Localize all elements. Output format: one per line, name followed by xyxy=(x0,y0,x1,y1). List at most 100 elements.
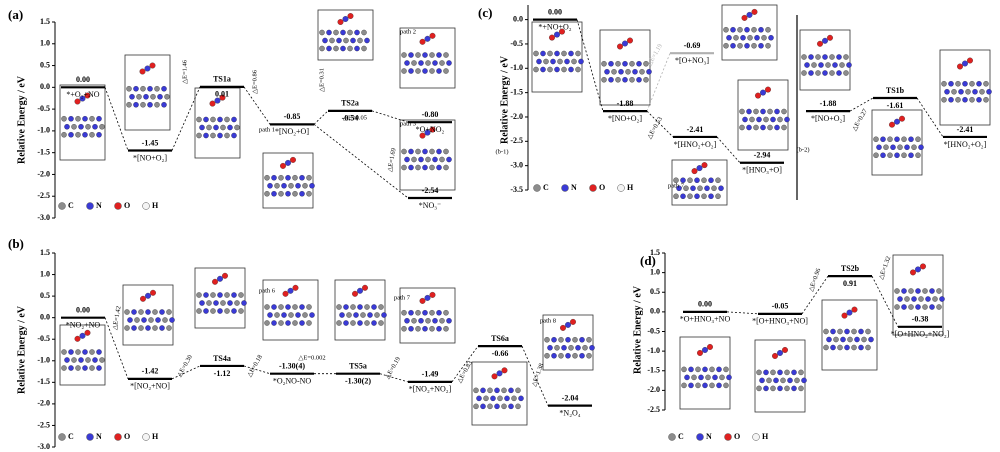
structure-atom xyxy=(715,193,721,199)
level-value: -2.54 xyxy=(422,186,439,195)
structure-atom xyxy=(285,304,291,310)
structure-atom xyxy=(378,304,384,310)
structure-atom xyxy=(791,369,797,376)
structure-atom xyxy=(986,89,992,95)
structure-atom xyxy=(429,325,435,332)
structure-atom xyxy=(758,43,764,49)
y-tick-label: -1.5 xyxy=(37,147,50,156)
level-name: TS2b xyxy=(841,264,860,273)
structure-atom xyxy=(965,89,971,95)
structure-atom xyxy=(615,61,621,67)
structure-atom xyxy=(501,367,508,374)
structure-atom xyxy=(767,124,773,131)
structure-atom xyxy=(497,395,503,402)
structure-atom xyxy=(894,118,900,125)
structure-atom xyxy=(224,132,230,139)
structure-atom xyxy=(446,317,452,324)
structure-atom xyxy=(568,344,574,351)
structure-atom xyxy=(763,369,769,376)
level-value: -0.69 xyxy=(684,41,701,50)
level-value: -1.42 xyxy=(142,367,159,376)
structure-atom xyxy=(220,300,226,306)
structure-atom xyxy=(749,116,755,123)
structure-atom xyxy=(575,66,581,73)
structure-atom xyxy=(140,86,146,92)
legend-swatch xyxy=(86,433,94,441)
structure-atom xyxy=(212,278,218,285)
structure-atom xyxy=(944,89,950,95)
structure-atom xyxy=(140,295,146,302)
structure-atom xyxy=(969,97,975,103)
structure-atom xyxy=(579,352,585,359)
structure-atom xyxy=(922,288,928,294)
y-tick-label: -1.5 xyxy=(37,377,50,386)
level-name: *O+NO₂ xyxy=(416,125,445,134)
structure-atom xyxy=(219,94,226,101)
structure-atom xyxy=(622,77,628,83)
y-tick-label: -3.0 xyxy=(37,442,50,451)
structure-atom xyxy=(979,89,985,95)
structure-atom xyxy=(639,69,645,75)
structure-atom xyxy=(401,309,407,316)
structure-atom xyxy=(544,352,550,359)
structure-atom xyxy=(508,387,514,394)
structure-atom xyxy=(144,65,151,72)
structure-atom xyxy=(547,50,553,57)
structure-atom xyxy=(883,144,889,150)
structure-atom xyxy=(533,50,539,57)
y-tick-label: 1.0 xyxy=(40,269,50,278)
structure-atom xyxy=(751,26,757,33)
structure-atom xyxy=(129,94,135,100)
structure-atom xyxy=(766,377,772,384)
level-name: *[NO₂+NO] xyxy=(130,382,170,391)
level-name: *[HNO₂+O₂] xyxy=(944,140,987,149)
structure-atom xyxy=(199,124,205,131)
structure-atom xyxy=(429,164,435,171)
structure-atom xyxy=(673,177,679,183)
level-value: -2.41 xyxy=(957,125,974,134)
structure-atom xyxy=(704,185,710,191)
structure-frame xyxy=(262,279,319,341)
structure-atom xyxy=(861,336,867,343)
structure-atom xyxy=(701,177,707,183)
level-name: TS1a xyxy=(213,75,231,84)
structure-atom xyxy=(85,357,91,363)
structure-atom xyxy=(419,38,426,45)
structure-atom xyxy=(306,320,312,326)
structure-atom xyxy=(371,304,377,310)
structure-atom xyxy=(543,58,549,65)
structure-atom xyxy=(429,52,435,58)
structure-atom xyxy=(147,102,153,108)
structure-atom xyxy=(295,312,301,318)
structure-atom xyxy=(868,336,874,343)
y-tick-label: -1.0 xyxy=(37,126,50,135)
structure-atom xyxy=(643,61,649,67)
structure-atom xyxy=(295,182,301,189)
structure-atom xyxy=(401,325,407,332)
structure-atom xyxy=(784,116,790,123)
structure-atom xyxy=(695,366,701,373)
structure-atom xyxy=(501,387,507,394)
structure-atom xyxy=(716,366,722,373)
structure-atom xyxy=(680,177,686,183)
structure-atom xyxy=(830,328,836,335)
structure-atom xyxy=(540,66,546,73)
structure-atom xyxy=(224,292,230,298)
structure-atom xyxy=(760,124,766,131)
level-name: *[NO+O₂] xyxy=(811,114,845,123)
structure-atom xyxy=(124,325,130,331)
structure-atom xyxy=(773,377,779,384)
structure-atom xyxy=(164,94,170,100)
structure-atom xyxy=(210,132,216,139)
y-tick-label: -1.0 xyxy=(37,356,50,365)
annotation: △E=0.05 xyxy=(343,114,367,121)
structure-atom xyxy=(901,288,907,294)
structure-atom xyxy=(309,182,315,189)
structure-atom xyxy=(408,164,414,171)
structure-atom xyxy=(285,190,291,197)
structure-atom xyxy=(139,68,146,75)
structure-atom xyxy=(364,320,370,326)
structure-atom xyxy=(887,136,893,142)
structure-atom xyxy=(808,54,814,60)
structure-atom xyxy=(880,152,886,158)
